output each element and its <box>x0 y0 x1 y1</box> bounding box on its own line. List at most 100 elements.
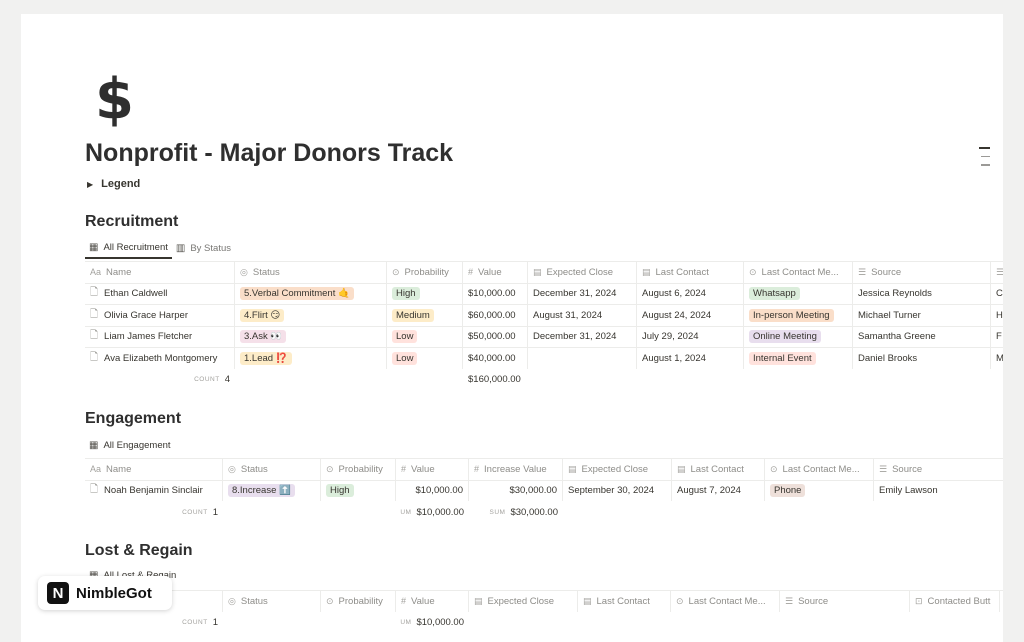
status-badge: 4.Flirt 😏 <box>240 308 285 322</box>
table-row[interactable]: 🗋 Olivia Grace Harper 4.Flirt 😏 Medium $6… <box>85 304 1003 326</box>
column-header-source[interactable]: ☰ Source <box>780 591 910 612</box>
column-header-probability[interactable]: ⊙ Probability <box>321 591 396 612</box>
column-header-contacted-button[interactable]: ⊡ Contacted Butt <box>910 591 1000 612</box>
table-icon: ▦ <box>89 570 99 580</box>
tab-all-recruitment[interactable]: ▦ All Recruitment <box>85 237 172 259</box>
column-header-value[interactable]: # Value <box>396 591 469 612</box>
table-row[interactable]: 🗋 Ethan Caldwell 5.Verbal Commitment 🤙 Hi… <box>85 282 1003 304</box>
brand-name: NimbleGot <box>76 584 152 602</box>
column-header-status[interactable]: ◎ Status <box>235 262 387 283</box>
page-icon: 🗋 <box>90 330 99 342</box>
column-header-name[interactable]: Aa Name <box>85 262 235 283</box>
column-header-expected-close[interactable]: ▤ Expected Close <box>563 459 672 480</box>
status-icon: ◎ <box>228 595 236 606</box>
table-header: Aa Name ◎ Status ⊙ Probability # Value # Incr… <box>85 458 1003 480</box>
table-footer: COUNT 1 UM $10,000.00 SUM $30,000.00 <box>85 501 1003 523</box>
tab-all-lost-regain[interactable]: ▦ All Lost & Regain <box>89 570 177 580</box>
calendar-icon: ▤ <box>583 595 592 606</box>
list-icon: ☰ <box>996 267 1003 278</box>
probability-badge: High <box>392 287 420 301</box>
status-badge: 5.Verbal Commitment 🤙 <box>240 287 354 301</box>
column-header-increase-value[interactable]: # Increase Value <box>469 459 563 480</box>
column-header-more[interactable]: ☰ <box>991 262 1003 283</box>
probability-badge: Low <box>392 351 418 365</box>
calendar-icon: ▤ <box>677 463 686 474</box>
table-header: Aa Name ◎ Status ⊙ Probability # Value ▤ Expe… <box>85 261 1003 283</box>
column-header-value[interactable]: # Value <box>463 262 528 283</box>
list-icon: ☰ <box>858 266 867 277</box>
lost-regain-title[interactable]: Lost & Regain <box>85 542 193 559</box>
legend-toggle[interactable]: ▶ Legend <box>87 178 140 190</box>
column-header-probability[interactable]: ⊙ Probability <box>387 262 463 283</box>
tab-by-status[interactable]: ▥ By Status <box>175 242 231 254</box>
column-header-last-contact-method[interactable]: ⊙ Last Contact Me... <box>765 459 874 480</box>
sum-aggregate-increase[interactable]: SUM $30,000.00 <box>489 506 559 518</box>
column-header-name[interactable] <box>85 591 223 612</box>
page-icon: 🗋 <box>90 484 99 496</box>
table-footer: COUNT 4 $160,000.00 <box>85 369 1003 391</box>
select-icon: ⊙ <box>770 463 778 474</box>
column-header-value[interactable]: # Value <box>396 459 469 480</box>
select-icon: ⊙ <box>392 266 400 277</box>
column-header-probability[interactable]: ⊙ Probability <box>321 459 396 480</box>
column-header-last-contact[interactable]: ▤ Last Contact <box>637 262 744 283</box>
table-row[interactable]: 🗋 Noah Benjamin Sinclair 8.Increase ⬆️ Hi… <box>85 479 1003 501</box>
column-header-last-contact-method[interactable]: ⊙ Last Contact Me... <box>671 591 780 612</box>
method-badge: In-person Meeting <box>749 308 834 322</box>
status-icon: ◎ <box>240 266 248 277</box>
column-header-status[interactable]: ◎ Status <box>223 459 321 480</box>
nimblegot-watermark: N NimbleGot <box>38 576 172 610</box>
legend-label: Legend <box>101 178 141 190</box>
probability-badge: Medium <box>392 308 434 322</box>
method-badge: Whatsapp <box>749 287 800 301</box>
column-header-expected-close[interactable]: ▤ Expected Close <box>469 591 578 612</box>
column-header-status[interactable]: ◎ Status <box>223 591 321 612</box>
column-header-last-contact[interactable]: ▤ Last Contact <box>578 591 671 612</box>
column-header-last-contact[interactable]: ▤ Last Contact <box>672 459 765 480</box>
method-badge: Online Meeting <box>749 330 821 344</box>
page-title[interactable]: Nonprofit - Major Donors Track <box>85 139 454 167</box>
status-badge: 8.Increase ⬆️ <box>228 484 295 498</box>
page-icon: 🗋 <box>90 308 99 320</box>
triangle-right-icon: ▶ <box>87 179 94 189</box>
page-icon: 🗋 <box>90 351 99 363</box>
engagement-title[interactable]: Engagement <box>85 410 182 427</box>
sum-aggregate-value[interactable]: UM $10,000.00 <box>400 617 464 628</box>
table-footer: COUNT 1 UM $10,000.00 <box>85 612 1003 634</box>
text-icon: Aa <box>90 267 102 278</box>
sum-aggregate-value[interactable]: UM $10,000.00 <box>400 506 464 518</box>
number-icon: # <box>474 464 480 475</box>
probability-badge: Low <box>392 330 418 344</box>
status-badge: 1.Lead ⁉️ <box>240 351 292 365</box>
column-header-source[interactable]: ☰ Source <box>874 459 1003 480</box>
board-icon: ▥ <box>175 242 186 254</box>
list-icon: ☰ <box>785 595 794 606</box>
select-icon: ⊙ <box>326 595 334 606</box>
text-icon: Aa <box>90 464 102 475</box>
page-icon[interactable]: $ <box>95 67 134 132</box>
outline-icon[interactable] <box>979 147 990 181</box>
sum-aggregate[interactable]: $160,000.00 <box>468 374 521 385</box>
column-header-expected-close[interactable]: ▤ Expected Close <box>528 262 637 283</box>
table-icon: ▦ <box>89 241 99 253</box>
calendar-icon: ▤ <box>474 595 483 606</box>
nimblegot-logo-icon: N <box>47 582 69 604</box>
select-icon: ⊙ <box>326 463 334 474</box>
select-icon: ⊙ <box>676 595 684 606</box>
column-header-source[interactable]: ☰ Source <box>853 262 991 283</box>
table-row[interactable]: 🗋 Ava Elizabeth Montgomery 1.Lead ⁉️ Low … <box>85 347 1003 369</box>
count-aggregate[interactable]: COUNT 1 <box>182 506 218 518</box>
count-aggregate[interactable]: COUNT 1 <box>182 617 218 628</box>
engagement-views: ▦ All Engagement <box>85 434 175 456</box>
tab-all-engagement[interactable]: ▦ All Engagement <box>89 439 171 451</box>
column-header-name[interactable]: Aa Name <box>85 459 223 480</box>
page-icon: 🗋 <box>90 287 99 299</box>
status-badge: 3.Ask 👀 <box>240 330 287 344</box>
count-aggregate[interactable]: COUNT 4 <box>194 374 230 385</box>
recruitment-title[interactable]: Recruitment <box>85 213 179 230</box>
table-row[interactable]: 🗋 Liam James Fletcher 3.Ask 👀 Low $50,000… <box>85 325 1003 347</box>
button-icon: ⊡ <box>915 595 923 606</box>
calendar-icon: ▤ <box>642 266 651 277</box>
table-header: ◎ Status ⊙ Probability # Value ▤ Expected Cl… <box>85 590 1003 612</box>
column-header-last-contact-method[interactable]: ⊙ Last Contact Me... <box>744 262 853 283</box>
